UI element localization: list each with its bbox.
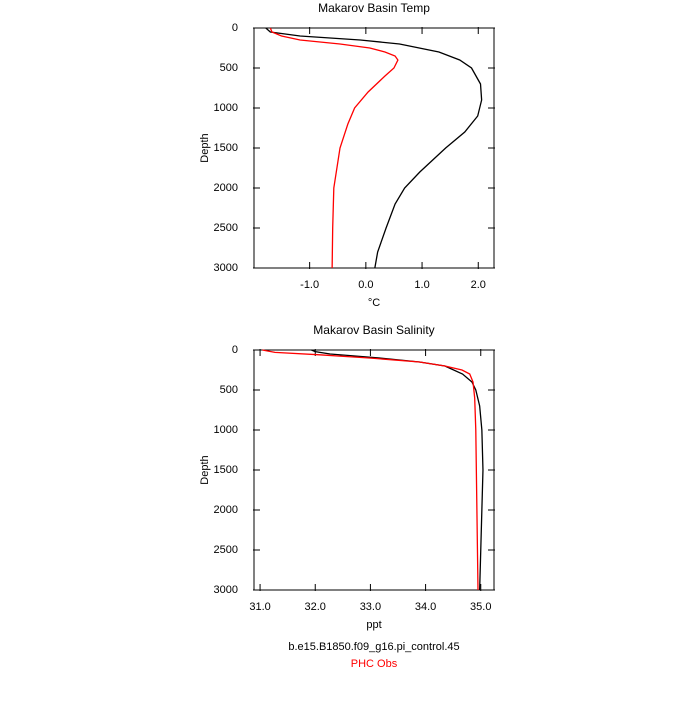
- y-tick-label: 2500: [214, 222, 238, 234]
- y-tick-label: 0: [232, 344, 238, 356]
- y-tick-label: 3000: [214, 584, 238, 596]
- x-axis-label: ppt: [366, 619, 381, 631]
- chart-title: Makarov Basin Temp: [318, 1, 430, 15]
- x-tick-label: 2.0: [471, 279, 486, 291]
- y-tick-label: 2000: [214, 504, 238, 516]
- y-tick-label: 500: [220, 62, 238, 74]
- legend-entry: PHC Obs: [351, 658, 398, 670]
- plot-frame: [253, 27, 495, 269]
- data-line: [311, 349, 484, 591]
- x-tick-label: 33.0: [360, 601, 381, 613]
- x-tick-label: 35.0: [470, 601, 491, 613]
- y-axis-label: Depth: [199, 455, 211, 484]
- x-axis-label: °C: [368, 297, 380, 309]
- chart-title: Makarov Basin Salinity: [313, 323, 434, 337]
- y-tick-label: 500: [220, 384, 238, 396]
- y-axis-label: Depth: [199, 133, 211, 162]
- y-tick-label: 1500: [214, 142, 238, 154]
- data-line: [265, 27, 483, 269]
- x-tick-label: 1.0: [414, 279, 429, 291]
- data-line: [262, 349, 479, 591]
- plot-frame: [253, 349, 495, 591]
- y-tick-label: 2500: [214, 544, 238, 556]
- y-tick-label: 1000: [214, 424, 238, 436]
- y-tick-label: 0: [232, 22, 238, 34]
- x-tick-label: 32.0: [305, 601, 326, 613]
- x-tick-label: -1.0: [300, 279, 319, 291]
- data-line: [269, 27, 399, 269]
- x-tick-label: 0.0: [358, 279, 373, 291]
- x-tick-label: 34.0: [415, 601, 436, 613]
- x-tick-label: 31.0: [249, 601, 270, 613]
- y-tick-label: 3000: [214, 262, 238, 274]
- y-tick-label: 2000: [214, 182, 238, 194]
- y-tick-label: 1500: [214, 464, 238, 476]
- legend-entry: b.e15.B1850.f09_g16.pi_control.45: [288, 641, 459, 653]
- y-tick-label: 1000: [214, 102, 238, 114]
